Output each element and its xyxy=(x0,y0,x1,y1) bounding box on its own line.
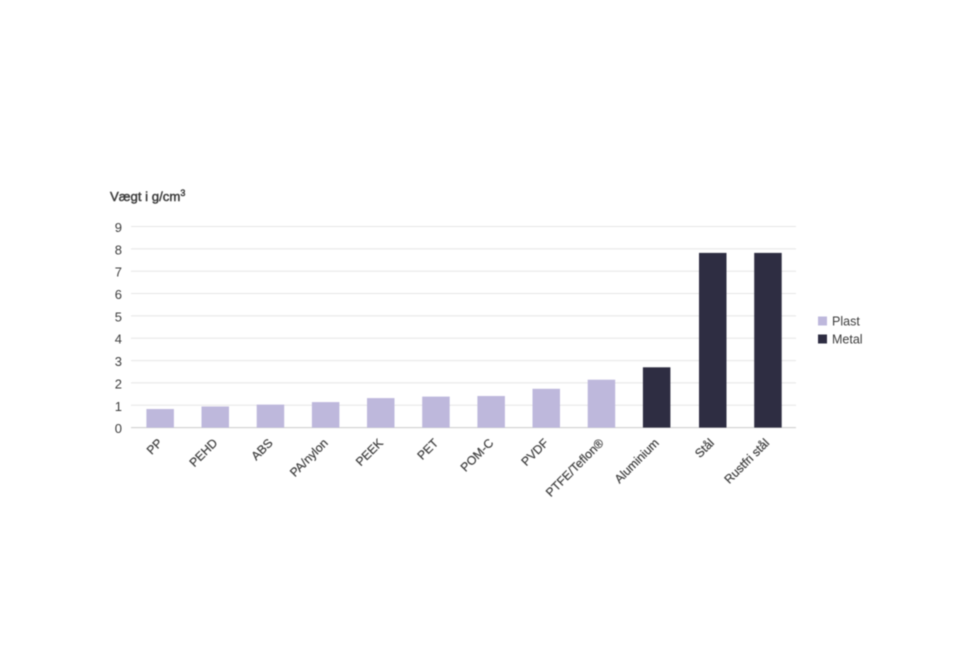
svg-text:6: 6 xyxy=(115,287,122,302)
svg-text:Metal: Metal xyxy=(832,333,863,347)
svg-text:9: 9 xyxy=(115,220,122,235)
svg-text:3: 3 xyxy=(115,354,122,369)
svg-text:7: 7 xyxy=(115,265,122,280)
svg-text:Vægt i g/cm3: Vægt i g/cm3 xyxy=(110,188,185,204)
svg-text:8: 8 xyxy=(115,242,122,257)
svg-text:4: 4 xyxy=(115,332,122,347)
svg-text:0: 0 xyxy=(115,421,122,436)
svg-text:1: 1 xyxy=(115,399,122,414)
svg-text:5: 5 xyxy=(115,309,122,324)
svg-text:Plast: Plast xyxy=(832,315,860,329)
svg-text:2: 2 xyxy=(115,376,122,391)
